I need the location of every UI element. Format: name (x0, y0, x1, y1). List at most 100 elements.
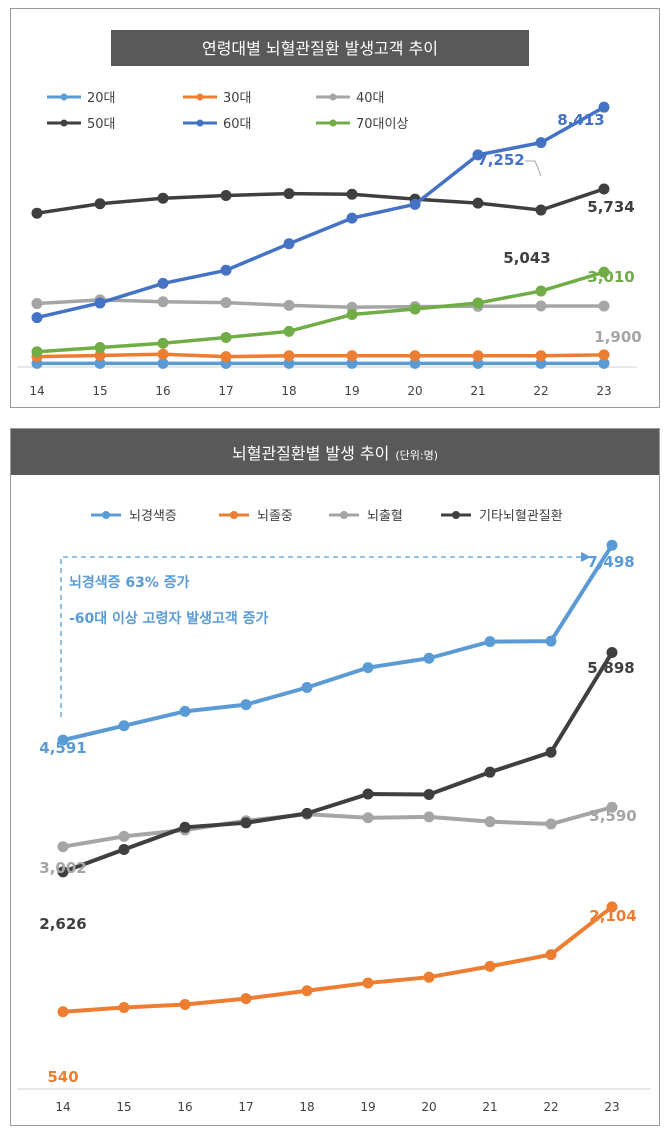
data-point (118, 720, 130, 732)
data-point (94, 342, 106, 354)
annotation-arrow-head (581, 552, 591, 562)
legend-label: 70대이상 (356, 117, 408, 132)
data-point (220, 264, 232, 276)
data-point (346, 350, 358, 362)
series-line (36, 298, 604, 309)
data-point (157, 348, 169, 360)
data-point (535, 350, 547, 362)
data-point (157, 296, 169, 308)
data-point (118, 1001, 130, 1013)
data-point (606, 539, 618, 551)
data-point (535, 285, 547, 297)
data-point (31, 207, 43, 219)
data-point (179, 705, 191, 717)
disease-type-line-chart: 뇌혈관질환별 발생 추이 (단위:명) 뇌경색증 뇌졸중 뇌출혈 기타뇌혈관질환 14 15 1… (11, 429, 659, 1114)
data-point (283, 238, 295, 250)
data-point (423, 652, 435, 664)
x-tick-label: 19 (360, 1100, 375, 1114)
data-point (31, 312, 43, 324)
data-point (283, 299, 295, 311)
data-label: 5,043 (503, 249, 550, 267)
data-point (362, 788, 374, 800)
legend-label: 뇌졸중 (257, 509, 293, 524)
data-point (94, 357, 106, 369)
series-line (62, 544, 614, 743)
x-tick-label: 18 (281, 384, 296, 398)
data-point (472, 197, 484, 209)
age-group-chart-panel: 연령대별 뇌혈관질환 발생고객 추이 20대 30대 40대 50대 60대 70대이상 14… (10, 8, 660, 408)
data-point (484, 766, 496, 778)
data-point (57, 866, 69, 878)
data-point (283, 357, 295, 369)
x-tick-label: 21 (482, 1100, 497, 1114)
chart-title: 뇌혈관질환별 발생 추이 (단위:명) (232, 444, 438, 463)
data-point (240, 699, 252, 711)
data-label: 540 (47, 1068, 78, 1086)
legend-marker (329, 93, 337, 101)
data-point (362, 662, 374, 674)
data-point (57, 1006, 69, 1018)
data-point (535, 204, 547, 216)
data-point (409, 198, 421, 210)
data-point (220, 297, 232, 309)
series-line (36, 105, 605, 320)
data-point (598, 300, 610, 312)
x-tick-label: 16 (177, 1100, 192, 1114)
x-tick-label: 17 (238, 1100, 253, 1114)
data-label: 5,734 (587, 198, 634, 216)
data-point (220, 189, 232, 201)
legend-marker (340, 511, 348, 519)
data-point (283, 350, 295, 362)
data-point (598, 357, 610, 369)
chart-title-bar (111, 30, 529, 66)
data-label: 8,413 (557, 111, 604, 129)
annotation-line-1: 뇌경색증 63% 증가 (69, 574, 190, 591)
data-point (409, 357, 421, 369)
legend-marker (60, 93, 68, 101)
legend-marker (329, 119, 337, 127)
data-point (535, 357, 547, 369)
data-point (346, 357, 358, 369)
x-tick-label: 21 (470, 384, 485, 398)
data-point (484, 636, 496, 648)
legend-label: 뇌출혈 (367, 509, 403, 524)
data-point (301, 807, 313, 819)
data-point (598, 349, 610, 361)
legend-marker (102, 511, 110, 519)
data-label: 3,010 (587, 268, 634, 286)
disease-type-chart-panel: 뇌혈관질환별 발생 추이 (단위:명) 뇌경색증 뇌졸중 뇌출혈 기타뇌혈관질환 14 15 1… (10, 428, 660, 1126)
data-point (157, 357, 169, 369)
legend-label: 30대 (223, 91, 252, 106)
series-line (62, 805, 613, 849)
data-point (283, 188, 295, 200)
data-label: 7,252 (477, 151, 524, 169)
data-point (346, 212, 358, 224)
data-point (31, 298, 43, 310)
x-tick-label: 22 (533, 384, 548, 398)
data-label: 3,590 (589, 807, 636, 825)
data-point (545, 746, 557, 758)
x-tick-label: 20 (421, 1100, 436, 1114)
data-point (57, 841, 69, 853)
data-label: 2,626 (39, 915, 86, 933)
data-point (301, 681, 313, 693)
data-point (535, 300, 547, 312)
data-point (484, 960, 496, 972)
data-point (94, 198, 106, 210)
data-point (118, 843, 130, 855)
data-point (240, 817, 252, 829)
data-point (362, 812, 374, 824)
label-leader-line (525, 160, 542, 177)
annotation-line-2: -60대 이상 고령자 발생고객 증가 (69, 610, 268, 627)
data-point (606, 801, 618, 813)
legend-label: 뇌경색증 (129, 509, 177, 524)
x-tick-label: 14 (55, 1100, 70, 1114)
chart-title: 연령대별 뇌혈관질환 발생고객 추이 (202, 39, 438, 58)
series-line (36, 270, 605, 354)
data-point (31, 346, 43, 358)
series-line (36, 187, 605, 215)
data-point (545, 635, 557, 647)
data-point (94, 297, 106, 309)
age-group-line-chart: 연령대별 뇌혈관질환 발생고객 추이 20대 30대 40대 50대 60대 70대이상 14… (17, 30, 642, 398)
data-point (484, 816, 496, 828)
